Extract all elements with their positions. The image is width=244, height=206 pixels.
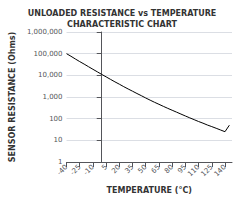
svg-text:SENSOR RESISTANCE (Ohms): SENSOR RESISTANCE (Ohms) [8,32,17,162]
svg-text:100: 100 [49,115,62,123]
svg-text:5: 5 [100,163,109,172]
svg-text:1,000,000: 1,000,000 [27,28,63,36]
svg-text:-40: -40 [56,163,70,177]
svg-text:10: 10 [54,136,63,144]
svg-text:TEMPERATURE (°C): TEMPERATURE (°C) [107,186,193,195]
svg-text:UNLOADED RESISTANCE vs TEMPERA: UNLOADED RESISTANCE vs TEMPERATURE [28,9,217,18]
svg-text:140: 140 [213,163,228,178]
svg-text:CHARACTERISTIC CHART: CHARACTERISTIC CHART [67,20,177,29]
svg-text:125: 125 [199,163,214,178]
svg-text:100,000: 100,000 [34,50,63,58]
svg-text:1,000: 1,000 [42,93,62,101]
svg-text:80: 80 [163,163,175,175]
svg-text:110: 110 [186,163,201,178]
svg-text:20: 20 [110,163,122,175]
svg-text:1: 1 [58,158,63,166]
svg-text:10,000: 10,000 [38,71,63,79]
svg-text:50: 50 [137,163,149,175]
svg-text:95: 95 [176,163,189,176]
svg-text:-10: -10 [82,163,96,177]
svg-text:65: 65 [150,163,162,175]
svg-text:-25: -25 [69,163,83,177]
svg-text:35: 35 [123,163,135,175]
